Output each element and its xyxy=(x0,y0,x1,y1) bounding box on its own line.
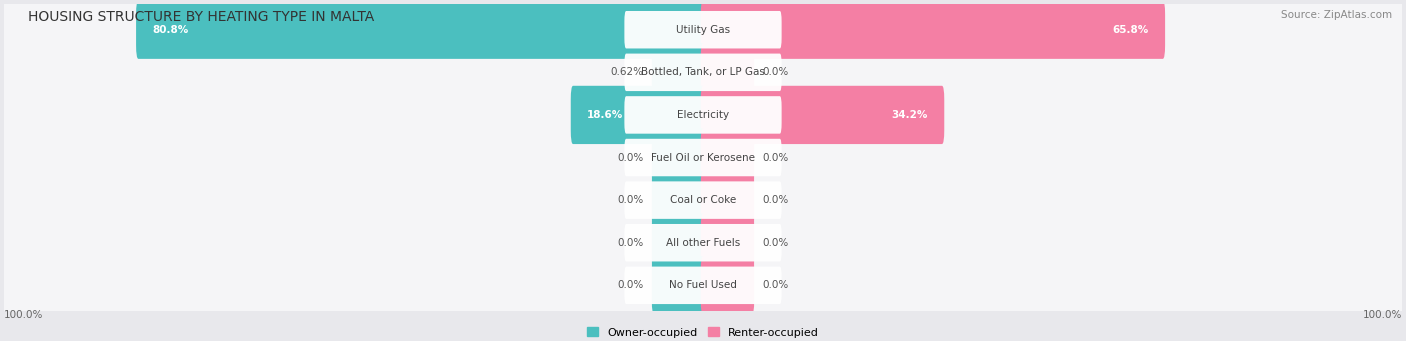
Text: No Fuel Used: No Fuel Used xyxy=(669,280,737,290)
FancyBboxPatch shape xyxy=(652,128,706,187)
Text: Source: ZipAtlas.com: Source: ZipAtlas.com xyxy=(1281,10,1392,20)
FancyBboxPatch shape xyxy=(1,126,1405,189)
Text: 0.0%: 0.0% xyxy=(617,152,644,163)
Text: Coal or Coke: Coal or Coke xyxy=(669,195,737,205)
FancyBboxPatch shape xyxy=(652,256,706,314)
Text: 0.0%: 0.0% xyxy=(762,280,789,290)
FancyBboxPatch shape xyxy=(624,96,782,134)
FancyBboxPatch shape xyxy=(700,256,754,314)
FancyBboxPatch shape xyxy=(652,43,706,102)
FancyBboxPatch shape xyxy=(624,267,782,304)
Text: 0.0%: 0.0% xyxy=(762,67,789,77)
Text: 0.0%: 0.0% xyxy=(762,195,789,205)
FancyBboxPatch shape xyxy=(1,168,1405,232)
FancyBboxPatch shape xyxy=(652,171,706,229)
FancyBboxPatch shape xyxy=(136,1,706,59)
FancyBboxPatch shape xyxy=(571,86,706,144)
Text: 0.0%: 0.0% xyxy=(617,195,644,205)
FancyBboxPatch shape xyxy=(1,254,1405,317)
FancyBboxPatch shape xyxy=(700,128,754,187)
FancyBboxPatch shape xyxy=(700,171,754,229)
FancyBboxPatch shape xyxy=(1,84,1405,146)
FancyBboxPatch shape xyxy=(624,54,782,91)
FancyBboxPatch shape xyxy=(1,0,1405,61)
FancyBboxPatch shape xyxy=(700,1,1166,59)
FancyBboxPatch shape xyxy=(624,224,782,262)
Text: 0.0%: 0.0% xyxy=(617,238,644,248)
FancyBboxPatch shape xyxy=(1,41,1405,104)
Text: HOUSING STRUCTURE BY HEATING TYPE IN MALTA: HOUSING STRUCTURE BY HEATING TYPE IN MAL… xyxy=(28,10,374,24)
Text: Bottled, Tank, or LP Gas: Bottled, Tank, or LP Gas xyxy=(641,67,765,77)
FancyBboxPatch shape xyxy=(1,211,1405,274)
Text: Electricity: Electricity xyxy=(676,110,730,120)
FancyBboxPatch shape xyxy=(700,43,754,102)
FancyBboxPatch shape xyxy=(624,181,782,219)
Legend: Owner-occupied, Renter-occupied: Owner-occupied, Renter-occupied xyxy=(582,323,824,341)
Text: 100.0%: 100.0% xyxy=(1362,310,1402,320)
Text: Fuel Oil or Kerosene: Fuel Oil or Kerosene xyxy=(651,152,755,163)
Text: 0.0%: 0.0% xyxy=(762,238,789,248)
FancyBboxPatch shape xyxy=(652,213,706,272)
Text: 100.0%: 100.0% xyxy=(4,310,44,320)
Text: 0.62%: 0.62% xyxy=(610,67,644,77)
Text: 80.8%: 80.8% xyxy=(152,25,188,35)
Text: 0.0%: 0.0% xyxy=(617,280,644,290)
Text: All other Fuels: All other Fuels xyxy=(666,238,740,248)
FancyBboxPatch shape xyxy=(700,213,754,272)
Text: 0.0%: 0.0% xyxy=(762,152,789,163)
FancyBboxPatch shape xyxy=(624,139,782,176)
Text: 18.6%: 18.6% xyxy=(586,110,623,120)
Text: 34.2%: 34.2% xyxy=(891,110,928,120)
Text: Utility Gas: Utility Gas xyxy=(676,25,730,35)
FancyBboxPatch shape xyxy=(624,11,782,48)
FancyBboxPatch shape xyxy=(700,86,945,144)
Text: 65.8%: 65.8% xyxy=(1112,25,1149,35)
